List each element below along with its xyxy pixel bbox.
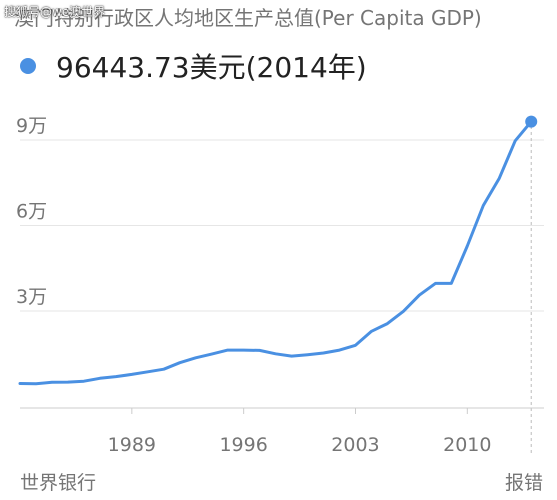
chart-title: 澳门特别行政区人均地区生产总值(Per Capita GDP) [14,6,482,30]
x-tick-label: 1989 [108,434,156,456]
x-tick-label: 1996 [219,434,267,456]
y-tick-label: 3万 [16,286,47,308]
series-marker-dot [20,58,36,74]
series-line [18,120,533,386]
x-tick-label: 2010 [443,434,491,456]
source-label[interactable]: 世界银行 [20,472,97,494]
headline-year: (2014年) [245,51,367,84]
headline: 96443.73美元(2014年) [20,48,367,84]
y-tick-label: 9万 [16,115,47,137]
x-tick-label: 2003 [331,434,379,456]
headline-value: 96443.73美元(2014年) [56,46,367,86]
headline-amount: 96443.73美元 [56,51,246,84]
watermark-text: 搜狐号@we澳世界 [4,5,106,19]
highlight-point [525,115,538,128]
report-error-link[interactable]: 报错 [504,472,543,494]
y-tick-label: 6万 [16,201,47,223]
